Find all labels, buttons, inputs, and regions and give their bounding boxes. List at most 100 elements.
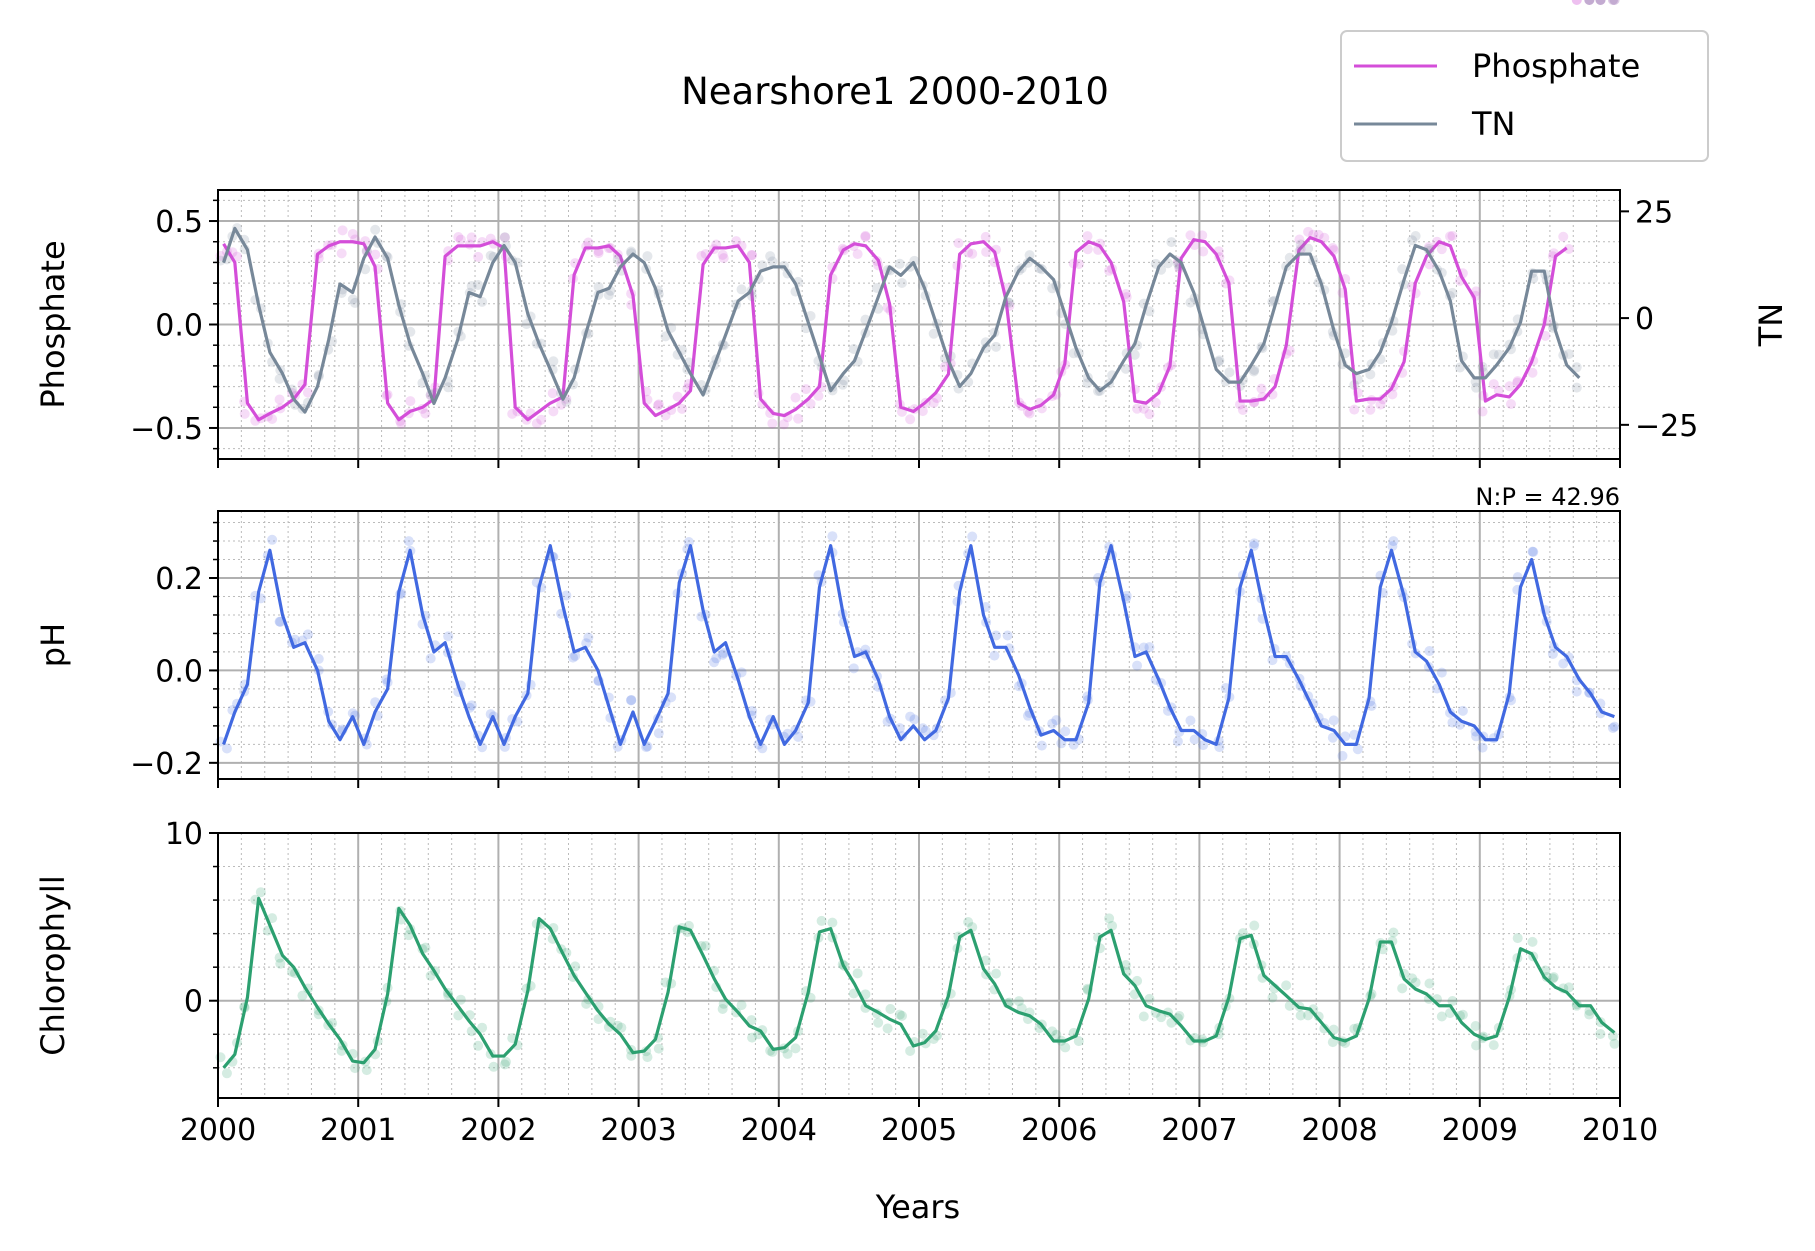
data-point-phosphate: [547, 388, 558, 399]
data-point-chlorophyll: [882, 1023, 893, 1034]
data-point-phosphate: [731, 236, 742, 247]
data-point-phosphate: [813, 390, 824, 401]
data-point-tn: [848, 344, 859, 355]
data-point-ph: [967, 531, 978, 542]
data-point-ph: [718, 648, 729, 659]
data-point-phosphate: [1024, 408, 1035, 419]
data-point-phosphate: [336, 248, 347, 259]
data-point-chlorophyll: [1138, 1011, 1149, 1022]
data-point-chlorophyll: [570, 961, 581, 972]
data-point-tn: [1349, 379, 1360, 390]
data-point-chlorophyll: [221, 1068, 232, 1079]
data-point-phosphate: [267, 413, 278, 424]
legend: Phosphate TN: [1340, 30, 1709, 162]
legend-box: [1340, 30, 1709, 162]
data-point-tn: [1120, 363, 1131, 374]
data-point-tn: [1365, 369, 1376, 380]
data-point-ph: [1337, 750, 1348, 761]
data-point-ph: [1436, 667, 1447, 678]
x-tick-label: 2006: [1021, 1113, 1097, 1148]
data-point-ph: [711, 653, 722, 664]
data-point-chlorophyll: [1249, 920, 1260, 931]
x-tick-label: 2005: [881, 1113, 957, 1148]
data-point-phosphate: [778, 419, 789, 430]
data-point-chlorophyll: [653, 1043, 664, 1054]
data-point-ph: [1068, 739, 1079, 750]
y-tick-label: 0.0: [155, 654, 203, 689]
data-point-ph: [1172, 736, 1183, 747]
data-point-tn: [1563, 349, 1574, 360]
data-point-phosphate: [677, 403, 688, 414]
x-tick-label: 2002: [460, 1113, 536, 1148]
data-point-chlorophyll: [1303, 1010, 1314, 1021]
data-point-phosphate: [905, 414, 916, 425]
data-point-phosphate: [793, 413, 804, 424]
data-point-phosphate: [536, 414, 547, 425]
data-point-tn: [1488, 349, 1499, 360]
data-point-chlorophyll: [215, 1052, 226, 1063]
data-point-phosphate: [1447, 230, 1458, 241]
data-point-ph: [1571, 686, 1582, 697]
data-point-phosphate: [967, 248, 978, 259]
data-point-phosphate: [347, 228, 358, 239]
data-point-tn: [1478, 367, 1489, 378]
data-point-phosphate: [860, 230, 871, 241]
data-point-chlorophyll: [1595, 1028, 1606, 1039]
data-point-tn: [1004, 297, 1015, 308]
data-point-ph: [736, 667, 747, 678]
data-point-ph: [1447, 717, 1458, 728]
data-point-chlorophyll: [1424, 978, 1435, 989]
data-point-phosphate: [746, 249, 757, 260]
data-point-tn: [1185, 297, 1196, 308]
data-point-tn: [473, 279, 484, 290]
data-point-chlorophyll: [782, 1048, 793, 1059]
data-point-chlorophyll: [1609, 1038, 1620, 1049]
data-point-tn: [1220, 376, 1231, 387]
data-point-tn: [1584, 0, 1595, 5]
right-y-axis-label: TN: [1752, 303, 1790, 347]
data-point-ph: [1248, 540, 1259, 551]
data-point-chlorophyll: [700, 940, 711, 951]
data-point-phosphate: [420, 408, 431, 419]
data-point-phosphate: [747, 250, 758, 261]
data-point-phosphate: [593, 248, 604, 259]
right-y-tick-label: 25: [1635, 195, 1673, 230]
data-point-ph: [570, 650, 581, 661]
data-point-phosphate: [1505, 398, 1516, 409]
data-point-ph: [909, 714, 920, 725]
data-point-chlorophyll: [905, 1045, 916, 1056]
data-point-tn: [1214, 355, 1225, 366]
data-point-ph: [793, 731, 804, 742]
data-point-chlorophyll: [1397, 983, 1408, 994]
data-point-ph: [757, 743, 768, 754]
data-point-ph: [583, 632, 594, 643]
data-point-chlorophyll: [963, 917, 974, 928]
data-point-tn: [1477, 361, 1488, 372]
data-point-ph: [466, 700, 477, 711]
data-point-ph: [1051, 715, 1062, 726]
data-point-tn: [1224, 367, 1235, 378]
data-point-phosphate: [696, 250, 707, 261]
data-point-phosphate: [556, 399, 567, 410]
data-point-chlorophyll: [816, 915, 827, 926]
data-point-chlorophyll: [1457, 1009, 1468, 1020]
data-point-tn: [765, 251, 776, 262]
data-point-chlorophyll: [917, 1028, 928, 1039]
data-point-phosphate: [1558, 231, 1569, 242]
x-tick-label: 2007: [1161, 1113, 1237, 1148]
data-point-ph: [653, 728, 664, 739]
data-point-phosphate: [1198, 246, 1209, 257]
data-point-chlorophyll: [642, 1052, 653, 1063]
y-axis-label: Phosphate: [34, 240, 72, 408]
data-point-phosphate: [1303, 226, 1314, 237]
data-point-chlorophyll: [848, 988, 859, 999]
data-point-tn: [642, 251, 653, 262]
data-point-chlorophyll: [488, 1061, 499, 1072]
data-point-ph: [274, 616, 285, 627]
data-point-phosphate: [1445, 231, 1456, 242]
data-point-ph: [917, 723, 928, 734]
data-point-phosphate: [981, 246, 992, 257]
data-point-phosphate: [274, 394, 285, 405]
data-point-tn: [1024, 250, 1035, 261]
data-point-chlorophyll: [275, 958, 286, 969]
